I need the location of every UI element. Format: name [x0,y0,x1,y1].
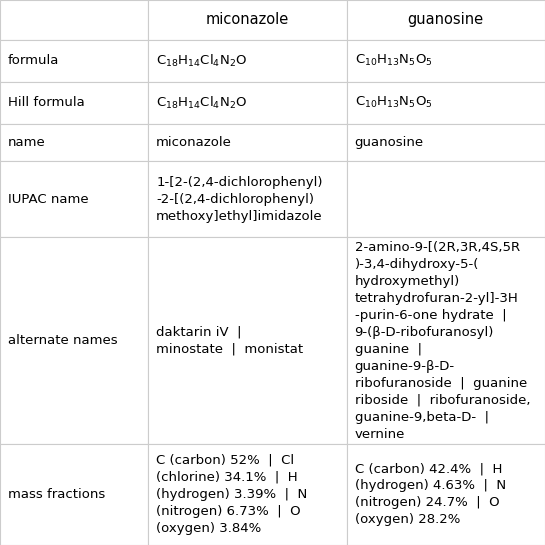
Text: $\mathregular{C_{18}H_{14}Cl_4N_2O}$: $\mathregular{C_{18}H_{14}Cl_4N_2O}$ [156,53,247,69]
Bar [0,238,148,444]
Text: $\mathregular{C_{10}H_{13}N_5O_5}$: $\mathregular{C_{10}H_{13}N_5O_5}$ [355,53,432,68]
Text: mass fractions: mass fractions [8,488,105,501]
Bar [148,0,347,40]
Text: formula: formula [8,54,59,67]
Bar [0,40,148,82]
Bar [347,444,545,545]
Bar [0,161,148,238]
Text: daktarin iV  |
minostate  |  monistat: daktarin iV | minostate | monistat [156,325,304,355]
Text: name: name [8,136,46,149]
Bar [148,40,347,82]
Bar [347,238,545,444]
Bar [148,82,347,124]
Text: guanosine: guanosine [355,136,424,149]
Bar [148,161,347,238]
Bar [0,82,148,124]
Text: miconazole: miconazole [156,136,232,149]
Text: guanosine: guanosine [408,13,484,27]
Bar [347,40,545,82]
Bar [347,124,545,161]
Text: 2-amino-9-[(2R,3R,4S,5R
)-3,4-dihydroxy-5-(
hydroxymethyl)
tetrahydrofuran-2-yl]: 2-amino-9-[(2R,3R,4S,5R )-3,4-dihydroxy-… [355,240,530,440]
Bar [0,124,148,161]
Text: C (carbon) 42.4%  |  H
(hydrogen) 4.63%  |  N
(nitrogen) 24.7%  |  O
(oxygen) 28: C (carbon) 42.4% | H (hydrogen) 4.63% | … [355,462,506,526]
Text: Hill formula: Hill formula [8,96,85,110]
Text: $\mathregular{C_{10}H_{13}N_5O_5}$: $\mathregular{C_{10}H_{13}N_5O_5}$ [355,95,432,110]
Text: alternate names: alternate names [8,334,118,347]
Bar [0,0,148,40]
Bar [148,124,347,161]
Bar [148,444,347,545]
Text: miconazole: miconazole [206,13,289,27]
Text: IUPAC name: IUPAC name [8,193,89,206]
Bar [148,238,347,444]
Text: $\mathregular{C_{18}H_{14}Cl_4N_2O}$: $\mathregular{C_{18}H_{14}Cl_4N_2O}$ [156,95,247,111]
Text: 1-[2-(2,4-dichlorophenyl)
-2-[(2,4-dichlorophenyl)
methoxy]ethyl]imidazole: 1-[2-(2,4-dichlorophenyl) -2-[(2,4-dichl… [156,176,323,223]
Bar [347,82,545,124]
Bar [347,161,545,238]
Bar [0,444,148,545]
Bar [347,0,545,40]
Text: C (carbon) 52%  |  Cl
(chlorine) 34.1%  |  H
(hydrogen) 3.39%  |  N
(nitrogen) 6: C (carbon) 52% | Cl (chlorine) 34.1% | H… [156,454,307,535]
